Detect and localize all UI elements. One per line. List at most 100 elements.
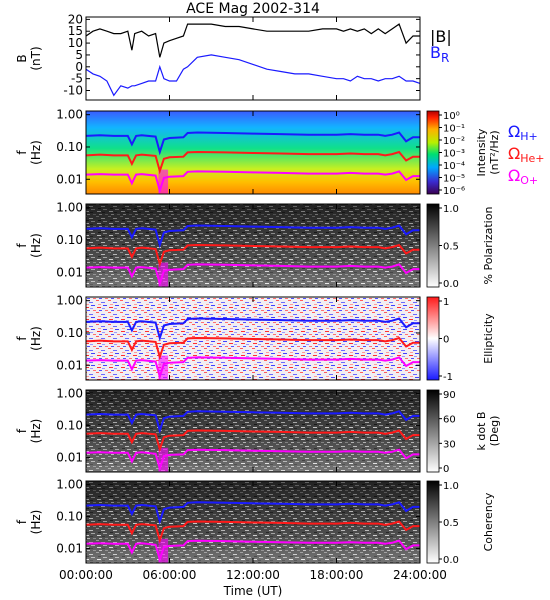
colorbar-tick-label: 0	[443, 464, 449, 475]
colorbar-label: k dot B	[475, 412, 488, 451]
colorbar: 1 0 -1 Ellipticity	[426, 296, 495, 383]
y-axis-unit: (Hz)	[29, 233, 43, 258]
colorbar: 90 60 30 0 k dot B (Deg)	[426, 389, 501, 475]
gyro-line-o	[85, 356, 420, 380]
colorbar-label: Intensity	[475, 128, 488, 176]
y-tick-label: 0.01	[56, 265, 83, 279]
y-tick-label: 1.00	[56, 108, 83, 122]
colorbar-tick-label: 1	[443, 297, 449, 308]
k-dot-b-panel: 0.01 0.10 1.00 90 60 30 0 k dot B (Deg) f (Hz)	[15, 387, 501, 475]
legend-subscript: H+	[520, 130, 538, 143]
y-tick-label: 0.10	[56, 233, 83, 247]
legend-h: ΩH+	[508, 122, 538, 143]
colorbar: 1.0 0.5 0.0 Coherency	[426, 480, 495, 566]
y-tick-label: 0.10	[56, 140, 83, 154]
gyro-line-he	[85, 336, 420, 361]
y-axis-label: f	[15, 428, 29, 433]
y-axis-unit: (nT)	[29, 46, 43, 70]
colorbar-tick-label: 0.0	[443, 555, 459, 566]
colorbar: 1.0 0.5 0.0 % Polarization	[426, 203, 495, 290]
colorbar-tick-label: 10⁻³	[443, 149, 465, 160]
x-tick-label: 06:00:00	[143, 568, 197, 582]
x-axis-label: Time (UT)	[223, 584, 283, 598]
colorbar-label: Ellipticity	[482, 313, 495, 364]
colorbar-tick-label: 1.0	[443, 481, 459, 492]
colorbar-scale	[426, 296, 440, 381]
y-axis-label: f	[15, 336, 29, 341]
gyro-line-h	[85, 131, 420, 156]
colorbar-scale	[426, 203, 440, 288]
y-tick-label: 15	[68, 24, 83, 38]
legend-he: ΩHe+	[508, 144, 545, 165]
gyro-line-he	[85, 243, 420, 268]
legend: |B|BR	[430, 27, 452, 65]
colorbar-tick-label: 0	[443, 335, 449, 346]
y-axis-unit: (Hz)	[29, 510, 43, 535]
y-axis-label: f	[15, 519, 29, 524]
gyro-line-o	[85, 170, 420, 194]
colorbar-label: Coherency	[482, 492, 495, 551]
y-tick-label: 1.00	[56, 387, 83, 401]
colorbar-tick-label: 30	[443, 439, 456, 450]
gyro-line-o	[85, 448, 420, 472]
colorbar-tick-label: 0.5	[443, 518, 459, 529]
y-tick-label: 0.01	[56, 172, 83, 186]
y-axis-label: f	[15, 243, 29, 248]
y-axis-label: B	[15, 54, 29, 62]
colorbar-scale	[426, 110, 440, 195]
y-tick-label: 5	[75, 48, 83, 62]
y-tick-label: 1.00	[56, 201, 83, 215]
y-tick-label: 20	[68, 12, 83, 26]
x-tick-label: 24:00:00	[393, 568, 447, 582]
y-tick-label: 1.00	[56, 294, 83, 308]
colorbar-unit: (Deg)	[488, 416, 501, 447]
gyro-line-he	[85, 150, 420, 175]
gyro-legend: ΩH+ΩHe+ΩO+	[508, 122, 545, 187]
colorbar: 10⁰ 10⁻¹10⁻² 10⁻³10⁻⁴ 10⁻⁵10⁻⁶ Intensity (nT²…	[426, 110, 501, 197]
y-tick-label: 0.01	[56, 450, 83, 464]
legend-subscript: R	[441, 51, 449, 65]
series-line-b	[85, 23, 420, 58]
gyro-line-he	[85, 429, 420, 453]
colorbar-tick-label: 10⁻²	[443, 136, 465, 147]
colorbar-tick-label: 10⁰	[443, 111, 460, 122]
y-tick-label: -10	[63, 84, 83, 98]
gyro-line-he	[85, 520, 420, 544]
colorbar-tick-label: 10⁻⁵	[443, 174, 465, 185]
x-tick-label: 12:00:00	[226, 568, 280, 582]
gyro-line-h	[85, 410, 420, 434]
gyro-line-o	[85, 539, 420, 563]
y-axis-unit: (Hz)	[29, 419, 43, 444]
y-axis-unit: (Hz)	[29, 140, 43, 165]
gyro-line-h	[85, 317, 420, 342]
colorbar-tick-label: -1	[443, 372, 453, 383]
legend-o: ΩO+	[508, 166, 538, 187]
ellipticity-panel: 0.01 0.10 1.00 1 0 -1 Ellipticity f (Hz)	[15, 294, 495, 383]
colorbar-tick-label: 10⁻⁴	[443, 161, 465, 172]
y-tick-label: -5	[71, 72, 83, 86]
colorbar-unit: (nT²/Hz)	[488, 130, 501, 174]
colorbar-scale	[426, 480, 440, 564]
x-tick-label: 18:00:00	[310, 568, 364, 582]
colorbar-tick-label: 10⁻¹	[443, 124, 465, 135]
colorbar-tick-label: 60	[443, 415, 456, 426]
colorbar-tick-label: 0.0	[443, 279, 459, 290]
colorbar-tick-label: 0.5	[443, 242, 459, 253]
y-tick-label: 0.10	[56, 510, 83, 524]
colorbar-tick-label: 90	[443, 390, 456, 401]
y-tick-label: 1.00	[56, 478, 83, 492]
y-tick-label: 0.01	[56, 358, 83, 372]
gyro-line-h	[85, 501, 420, 525]
figure-title: ACE Mag 2002-314	[186, 1, 320, 17]
colorbar-scale	[426, 389, 440, 473]
intensity-panel: 0.01 0.10 1.00 10⁰ 10⁻¹10⁻² 10⁻³10⁻⁴ 10⁻⁵10⁻⁶ I…	[15, 108, 545, 197]
y-tick-label: 0	[75, 60, 83, 74]
y-axis-unit: (Hz)	[29, 326, 43, 351]
legend-subscript: O+	[520, 174, 538, 187]
gyro-line-o	[85, 263, 420, 287]
coherency-panel: 0.01 0.10 1.00 1.0 0.5 0.0 Coherency f (Hz)	[15, 478, 495, 566]
x-tick-label: 00:00:00	[59, 568, 113, 582]
legend-subscript: He+	[520, 152, 544, 165]
